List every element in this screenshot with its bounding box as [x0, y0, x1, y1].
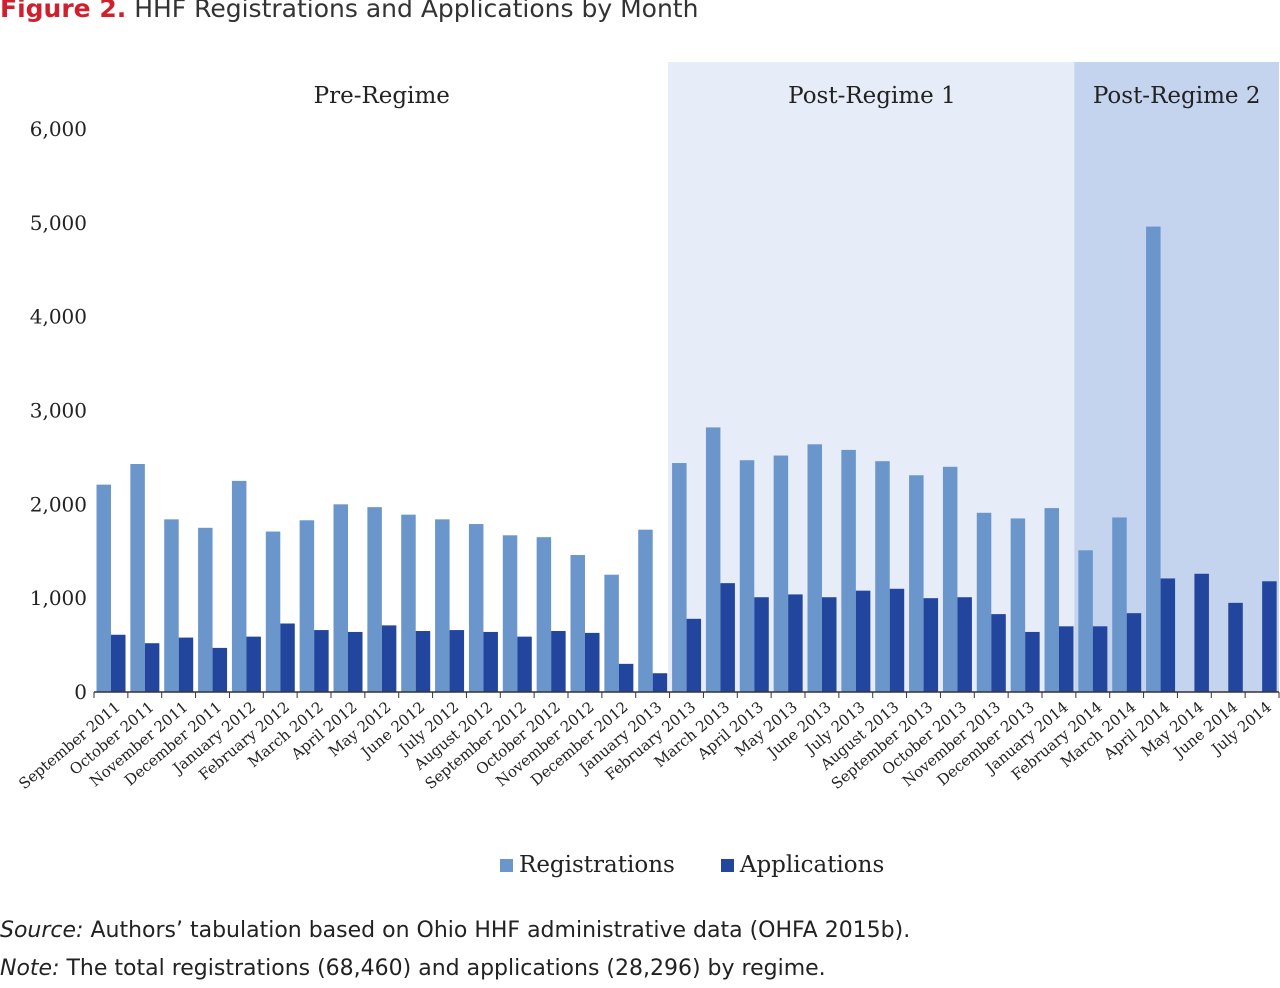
figure-title-text: HHF Registrations and Applications by Mo…: [134, 0, 699, 23]
chart-legend: Registrations Applications: [500, 852, 884, 878]
legend-item-registrations: Registrations: [500, 852, 675, 878]
registrations-bar: [773, 455, 789, 692]
legend-label-applications: Applications: [739, 852, 885, 878]
registrations-bar: [130, 463, 145, 692]
registrations-bar: [1010, 518, 1026, 692]
applications-bar: [788, 594, 803, 692]
applications-bar: [889, 588, 905, 692]
applications-bar: [551, 631, 566, 692]
applications-bar: [144, 643, 160, 692]
registrations-bar: [604, 574, 619, 692]
applications-bar: [314, 630, 329, 692]
applications-bar: [1059, 626, 1074, 692]
applications-bar: [754, 597, 769, 692]
registrations-bar: [231, 480, 247, 692]
source-label: Source:: [0, 918, 84, 943]
regime-label-2: Post-Regime 1: [788, 83, 956, 109]
registrations-bar: [841, 449, 856, 692]
registrations-bar: [265, 531, 281, 692]
applications-bar: [483, 631, 498, 692]
registrations-bar: [705, 427, 721, 692]
y-tick-label: 0: [74, 680, 87, 704]
applications-bar: [855, 590, 871, 692]
registrations-bar: [1112, 517, 1127, 692]
applications-bar: [585, 632, 600, 692]
registrations-bar: [875, 461, 890, 692]
source-text: Authors’ tabulation based on Ohio HHF ad…: [83, 918, 911, 943]
registrations-bar: [909, 475, 924, 692]
registrations-bar: [739, 460, 755, 692]
note-label: Note:: [0, 956, 60, 981]
legend-label-registrations: Registrations: [519, 852, 675, 878]
registrations-bar: [536, 537, 552, 692]
applications-bar: [686, 618, 702, 692]
applications-bar: [720, 583, 735, 692]
applications-bar: [381, 625, 397, 692]
registrations-bar: [299, 520, 315, 692]
applications-bar: [991, 614, 1006, 692]
applications-bar: [1092, 626, 1108, 692]
registrations-bar: [96, 484, 111, 692]
registrations-bar: [570, 555, 585, 692]
applications-bar: [449, 630, 465, 692]
applications-bar: [111, 634, 126, 692]
registrations-bar: [333, 504, 348, 692]
y-tick-label: 6,000: [30, 117, 87, 141]
bar-chart: Pre-Regime Post-Regime 1 Post-Regime 2 0 1,0…: [15, 62, 1280, 793]
registrations-bar: [164, 519, 179, 692]
applications-bar: [923, 598, 939, 692]
applications-bar: [1025, 631, 1040, 692]
legend-item-applications: Applications: [720, 852, 885, 878]
regime-label-1: Pre-Regime: [314, 83, 450, 109]
registrations-bar: [468, 524, 484, 692]
applications-bar: [957, 597, 972, 692]
registrations-bar: [198, 527, 213, 692]
applications-bar: [415, 631, 431, 692]
applications-bar: [1262, 581, 1277, 692]
registrations-bar: [807, 444, 822, 692]
regime-band-2: [668, 62, 1076, 692]
applications-bar: [652, 673, 668, 692]
y-tick-label: 3,000: [30, 399, 87, 423]
registrations-bar: [1078, 550, 1093, 692]
figure-number: Figure 2.: [0, 0, 127, 23]
registrations-bar: [502, 535, 518, 692]
y-tick-label: 4,000: [30, 305, 87, 329]
applications-bar: [822, 597, 837, 692]
registrations-bar: [672, 463, 687, 692]
y-tick-label: 1,000: [30, 586, 87, 610]
legend-swatch-applications: [720, 858, 734, 872]
applications-bar: [212, 647, 228, 692]
note-line: Note: The total registrations (68,460) a…: [0, 956, 826, 981]
registrations-bar: [367, 507, 382, 692]
registrations-bar: [942, 466, 958, 692]
regime-label-3: Post-Regime 2: [1093, 83, 1261, 109]
registrations-bar: [401, 514, 416, 692]
registrations-bar: [1146, 226, 1161, 692]
figure-title: Figure 2. HHF Registrations and Applicat…: [0, 0, 698, 23]
note-text: The total registrations (68,460) and app…: [59, 956, 826, 981]
applications-bar: [246, 636, 261, 692]
regime-band-3: [1074, 62, 1279, 692]
applications-bar: [517, 636, 532, 692]
registrations-bar: [1044, 508, 1059, 692]
applications-bar: [1194, 573, 1209, 692]
applications-bar: [178, 637, 194, 692]
y-tick-label: 5,000: [30, 211, 87, 235]
applications-bar: [1126, 613, 1142, 692]
legend-swatch-registrations: [500, 858, 513, 872]
applications-bar: [348, 631, 363, 692]
registrations-bar: [638, 529, 653, 692]
registrations-bar: [435, 519, 450, 692]
applications-bar: [1160, 578, 1176, 692]
registrations-bar: [976, 512, 992, 692]
y-tick-label: 2,000: [30, 492, 87, 516]
applications-bar: [618, 663, 634, 692]
applications-bar: [280, 623, 295, 692]
applications-bar: [1228, 602, 1243, 692]
source-note: Source: Authors’ tabulation based on Ohi…: [0, 918, 910, 943]
